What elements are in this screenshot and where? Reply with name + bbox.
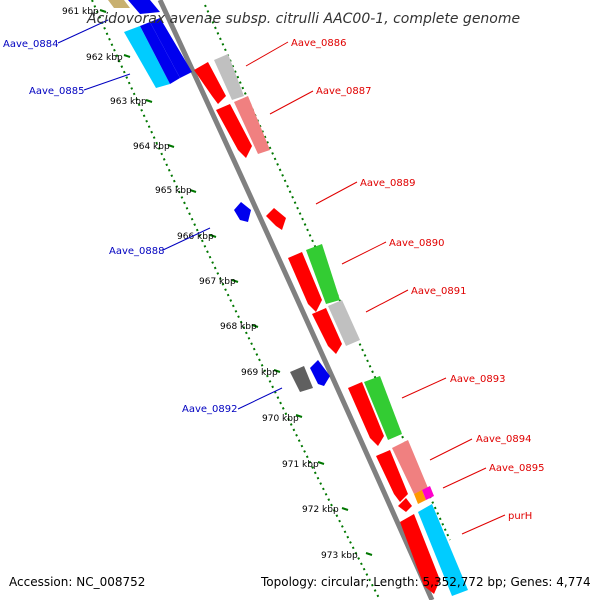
feature-aave-0893[interactable]: [348, 376, 402, 446]
accession-text: Accession: NC_008752: [9, 575, 145, 589]
feature-aave-0886[interactable]: [194, 54, 244, 104]
genome-summary-text: Topology: circular; Length: 5,352,772 bp…: [260, 575, 591, 589]
leader-lines-right: [245, 41, 506, 535]
feature-aave-0892[interactable]: [290, 360, 330, 392]
tick-label-966: 966 kbp: [177, 232, 214, 242]
tick-label-963: 963 kbp: [110, 97, 147, 107]
tick-label-973: 973 kbp: [321, 551, 358, 561]
gene-label-purh[interactable]: purH: [508, 511, 532, 522]
tick-label-968: 968 kbp: [220, 322, 257, 332]
tick-label-964: 964 kbp: [133, 142, 170, 152]
feature-purh[interactable]: [400, 504, 468, 596]
feature-aave-0889[interactable]: [266, 208, 286, 230]
gene-label-aave-0895[interactable]: Aave_0895: [489, 463, 545, 474]
gene-label-aave-0892[interactable]: Aave_0892: [182, 404, 238, 415]
genome-backbone: [157, 0, 435, 600]
tick-label-965: 965 kbp: [155, 186, 192, 196]
feature-aave-0890[interactable]: [288, 244, 340, 312]
map-title: Acidovorax avenae subsp. citrulli AAC00-…: [86, 11, 520, 27]
outer-dotted-track: [204, 4, 451, 541]
leader-lines-left: [57, 19, 283, 410]
feature-aave-0887[interactable]: [216, 96, 270, 158]
gene-label-aave-0894[interactable]: Aave_0894: [476, 434, 532, 445]
gene-label-aave-0884[interactable]: Aave_0884: [3, 39, 59, 50]
tick-marks: [99, 9, 373, 556]
gene-label-aave-0893[interactable]: Aave_0893: [450, 374, 506, 385]
gene-label-aave-0891[interactable]: Aave_0891: [411, 286, 467, 297]
tick-label-972: 972 kbp: [302, 505, 339, 515]
tick-label-970: 970 kbp: [262, 414, 299, 424]
tick-label-962: 962 kbp: [86, 53, 123, 63]
gene-label-aave-0886[interactable]: Aave_0886: [291, 38, 347, 49]
inner-dotted-track: [91, 0, 381, 600]
gene-label-aave-0889[interactable]: Aave_0889: [360, 178, 416, 189]
gene-label-aave-0887[interactable]: Aave_0887: [316, 86, 372, 97]
feature-aave-0894[interactable]: [376, 440, 428, 502]
tick-label-967: 967 kbp: [199, 277, 236, 287]
feature-aave-0884[interactable]: [108, 0, 160, 14]
feature-aave-0895[interactable]: [398, 486, 434, 512]
gene-label-aave-0890[interactable]: Aave_0890: [389, 238, 445, 249]
tick-label-969: 969 kbp: [241, 368, 278, 378]
tick-label-971: 971 kbp: [282, 460, 319, 470]
gene-label-aave-0885[interactable]: Aave_0885: [29, 86, 85, 97]
feature-aave-0888[interactable]: [234, 202, 251, 222]
feature-aave-0885[interactable]: [124, 18, 192, 88]
feature-aave-0891[interactable]: [312, 300, 360, 354]
gene-label-aave-0888[interactable]: Aave_0888: [109, 246, 165, 257]
tick-label-961: 961 kbp: [62, 7, 99, 17]
